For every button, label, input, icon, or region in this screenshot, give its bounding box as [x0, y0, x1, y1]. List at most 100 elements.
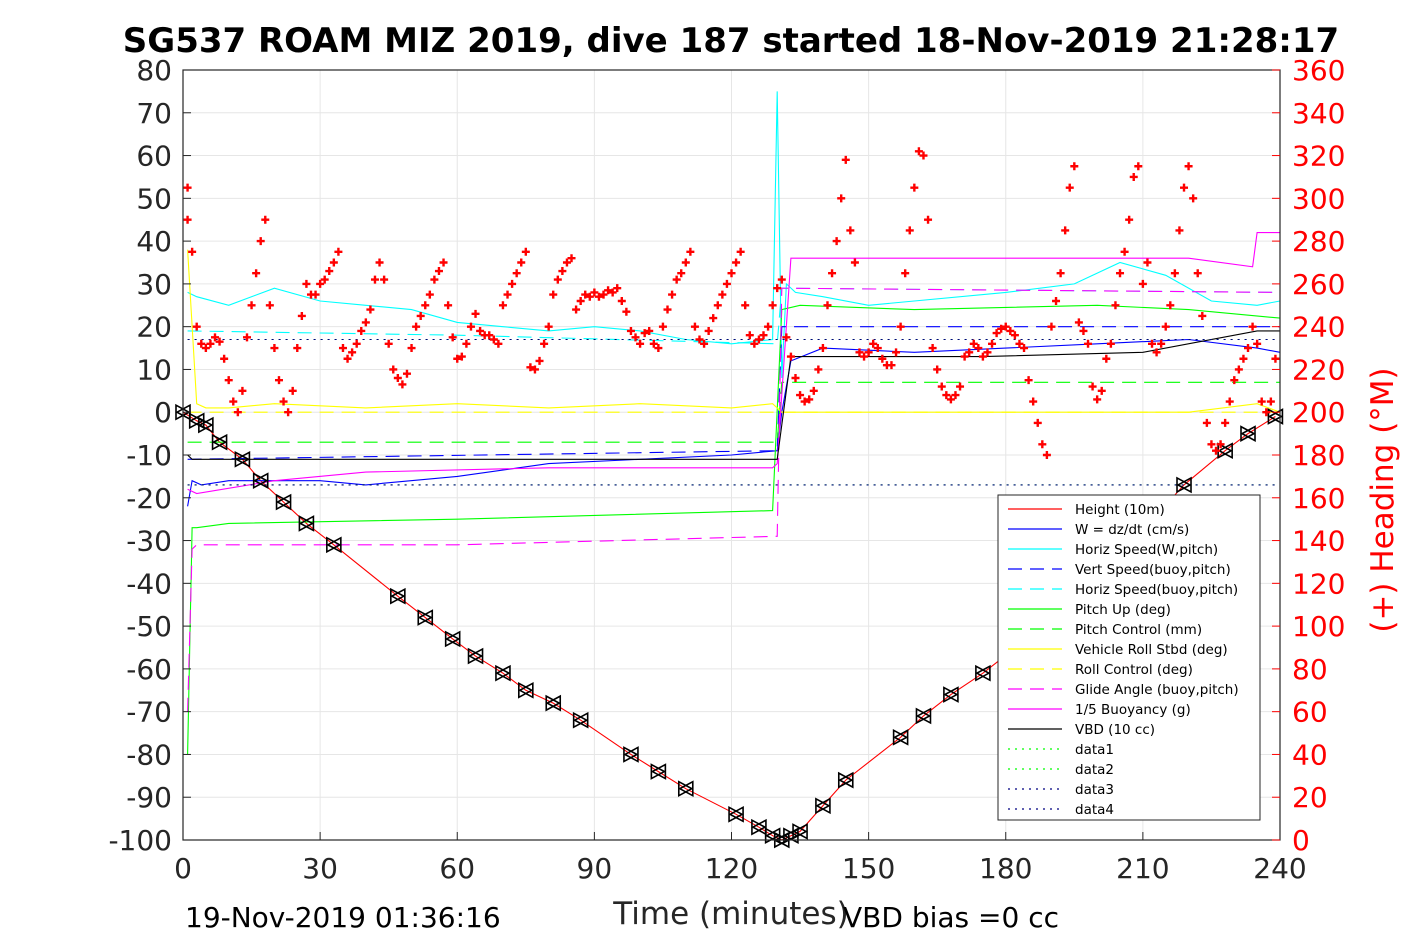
depth-marker	[650, 763, 667, 780]
heading-point	[562, 258, 571, 267]
heading-point	[905, 226, 914, 235]
heading-point	[704, 326, 713, 335]
heading-point	[476, 326, 485, 335]
heading-point	[581, 290, 590, 299]
heading-point	[466, 322, 475, 331]
y2-tick-label: 40	[1292, 738, 1328, 771]
heading-point	[366, 305, 375, 314]
legend-label: Vehicle Roll Stbd (deg)	[1075, 642, 1228, 658]
heading-point	[855, 348, 864, 357]
heading-point	[485, 331, 494, 340]
heading-point	[393, 374, 402, 382]
heading-point	[1093, 395, 1102, 404]
heading-point	[1189, 194, 1198, 203]
heading-point	[1262, 408, 1271, 417]
heading-point	[535, 356, 544, 365]
heading-point	[183, 215, 192, 224]
heading-layer	[183, 147, 1280, 459]
y2-tick-label: 300	[1292, 182, 1345, 215]
heading-point	[613, 284, 622, 293]
heading-point	[416, 311, 425, 320]
heading-point	[261, 215, 270, 224]
heading-point	[841, 155, 850, 164]
heading-point	[805, 395, 814, 404]
heading-point	[544, 322, 553, 331]
heading-point	[508, 279, 517, 288]
y2-axis-ticks: 3603403203002802602402202001801601401201…	[1272, 54, 1345, 857]
footer-vbd-bias: VBD bias =0 cc	[843, 901, 1059, 934]
heading-point	[869, 339, 878, 348]
heading-point	[311, 290, 320, 299]
legend-label: data1	[1075, 742, 1114, 758]
x-tick-label: 90	[577, 852, 613, 885]
heading-point	[183, 183, 192, 192]
y2-tick-label: 200	[1292, 396, 1345, 429]
legend-label: data2	[1075, 762, 1114, 778]
heading-point	[649, 339, 658, 348]
heading-point	[494, 339, 503, 348]
x-axis-label: Time (minutes)	[612, 896, 848, 932]
heading-point	[832, 237, 841, 246]
heading-point	[1170, 269, 1179, 278]
heading-point	[370, 275, 379, 284]
series-w-dz-dt-cm-s	[187, 338, 1281, 507]
heading-point	[741, 301, 750, 310]
heading-point	[407, 344, 416, 353]
heading-point	[1052, 297, 1061, 305]
heading-point	[517, 258, 526, 267]
depth-marker	[943, 686, 959, 703]
heading-point	[384, 339, 393, 348]
heading-point	[334, 247, 343, 256]
heading-point	[357, 326, 366, 335]
depth-marker	[1217, 442, 1233, 460]
depth-marker	[188, 412, 205, 430]
heading-point	[956, 382, 965, 391]
heading-point	[809, 386, 818, 395]
y2-tick-label: 240	[1292, 311, 1345, 344]
heading-point	[1198, 311, 1207, 320]
heading-point	[1065, 183, 1074, 192]
heading-point	[1230, 376, 1239, 385]
legend-label: 1/5 Buoyancy (g)	[1075, 702, 1191, 718]
heading-point	[1180, 183, 1189, 192]
y-tick-label: 40	[136, 225, 172, 258]
heading-point	[320, 275, 329, 284]
heading-point	[1024, 376, 1033, 385]
heading-point	[1111, 301, 1120, 310]
heading-point	[850, 258, 859, 267]
heading-point	[914, 147, 923, 156]
heading-point	[791, 374, 800, 382]
heading-point	[764, 322, 773, 331]
heading-point	[654, 344, 663, 353]
heading-point	[1074, 318, 1083, 327]
heading-point	[626, 326, 635, 335]
depth-marker	[390, 587, 406, 605]
depth-marker	[892, 728, 909, 746]
heading-point	[997, 324, 1006, 333]
heading-point	[567, 254, 576, 263]
heading-point	[252, 269, 261, 278]
heading-point	[274, 376, 283, 385]
legend: Height (10m) W = dz/dt (cm/s) Horiz Speed(…	[997, 494, 1261, 821]
heading-point	[732, 258, 741, 267]
depth-marker	[728, 805, 744, 823]
heading-point	[457, 352, 466, 361]
heading-point	[1212, 446, 1221, 455]
heading-point	[1225, 397, 1234, 406]
x-axis-ticks: 0 30 60 90 120 150 180 210 240	[174, 832, 1307, 885]
heading-point	[521, 247, 530, 256]
y-tick-label: -40	[126, 567, 172, 600]
heading-point	[220, 354, 229, 363]
heading-point	[1157, 339, 1166, 348]
heading-point	[1202, 418, 1211, 427]
heading-point	[229, 397, 238, 406]
legend-label: Pitch Up (deg)	[1075, 602, 1171, 618]
heading-point	[297, 311, 306, 320]
y-axis-ticks: 80 70 60 50 40 30 20 10 0 -10 -20 -30 -40 -50 -60 -70 -8…	[108, 54, 191, 857]
x-tick-label: 240	[1253, 852, 1306, 885]
legend-label: W = dz/dt (cm/s)	[1075, 522, 1189, 538]
heading-point	[622, 307, 631, 316]
heading-point	[846, 226, 855, 235]
y-tick-label: -50	[126, 610, 172, 643]
heading-point	[498, 301, 507, 310]
